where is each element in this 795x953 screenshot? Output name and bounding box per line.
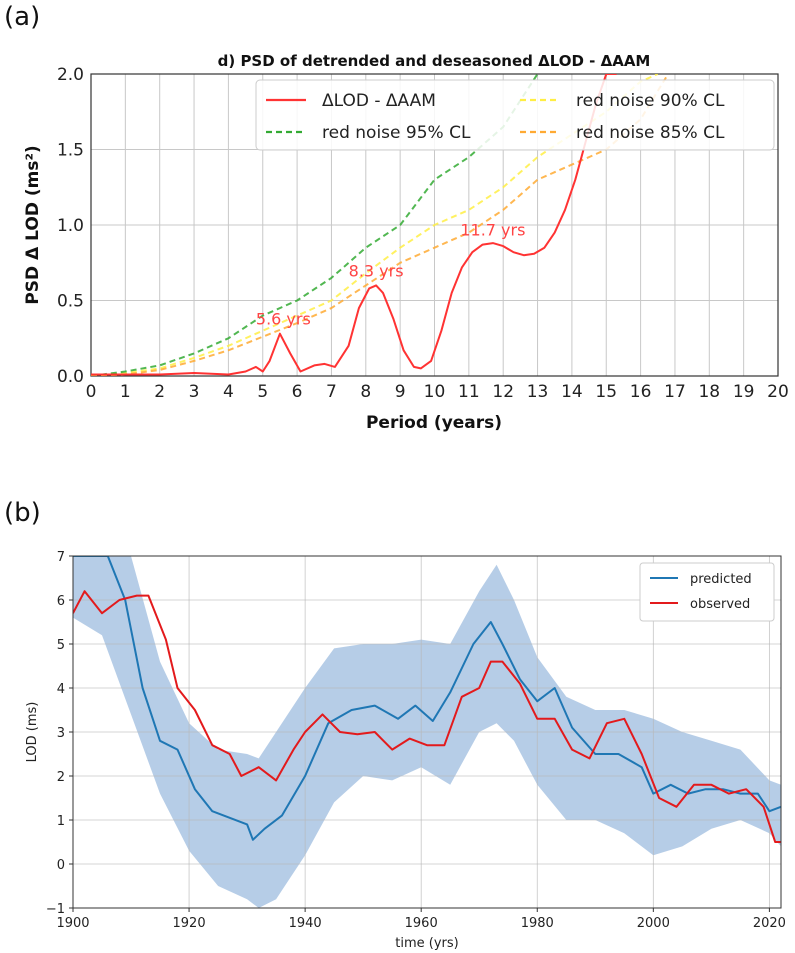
x-tick-label: 1 — [120, 382, 131, 402]
psd-chart: 0 1 2 3 4 5 6 7 8 9 10 11 12 13 14 15 16 17 18 19 20 0.00.51… — [23, 52, 789, 433]
psd-plot-frame — [90, 73, 779, 377]
x-tick-label: 1940 — [289, 916, 322, 931]
x-tick-label: 1980 — [521, 916, 554, 931]
x-tick-label: 17 — [664, 382, 686, 402]
series-line-3 — [91, 74, 669, 376]
y-tick-label: 1.5 — [57, 141, 84, 161]
x-tick-label: 1920 — [173, 916, 206, 931]
x-tick-label: 19 — [733, 382, 755, 402]
x-tick-label: 0 — [86, 382, 97, 402]
x-tick-label: 8 — [360, 382, 371, 402]
y-tick-label: 0.5 — [57, 292, 84, 312]
y-tick-label: 0 — [57, 858, 65, 873]
x-tick-label: 3 — [189, 382, 200, 402]
psd-series-group — [91, 74, 669, 376]
x-tick-label: 10 — [424, 382, 446, 402]
series-line-predicted — [73, 556, 781, 841]
panel-label-b: (b) — [4, 498, 41, 528]
lod-y-axis-label: LOD (ms) — [25, 702, 40, 763]
period-annotation: 5.6 yrs — [256, 310, 311, 329]
y-tick-label: 0.0 — [57, 367, 84, 387]
y-tick-label: 4 — [57, 682, 65, 697]
psd-legend: ΔLOD - ΔAAM red noise 90% CL red noise 95%… — [255, 79, 775, 151]
x-tick-label: 20 — [767, 382, 789, 402]
y-tick-label: 6 — [57, 594, 65, 609]
legend-label: ΔLOD - ΔAAM — [322, 91, 436, 111]
period-annotation: 11.7 yrs — [460, 221, 525, 240]
x-tick-label: 6 — [292, 382, 303, 402]
x-tick-label: 2 — [154, 382, 165, 402]
series-line-observed — [73, 590, 781, 843]
lod-series-group — [73, 556, 781, 843]
y-tick-label: 7 — [57, 550, 65, 565]
y-tick-label: 2 — [57, 770, 65, 785]
series-line-0 — [91, 74, 617, 376]
period-annotation: 8.3 yrs — [349, 261, 404, 280]
lod-legend: predicted observed — [639, 562, 775, 622]
x-tick-label: 4 — [223, 382, 234, 402]
series-line-2 — [91, 74, 539, 376]
x-tick-label: 12 — [492, 382, 514, 402]
x-tick-label: 11 — [458, 382, 480, 402]
legend-label: red noise 85% CL — [576, 123, 725, 143]
y-tick-label: 5 — [57, 638, 65, 653]
x-tick-label: 9 — [395, 382, 406, 402]
x-tick-label: 18 — [698, 382, 720, 402]
y-tick-label: 3 — [57, 726, 65, 741]
series-line-1 — [91, 74, 659, 376]
y-tick-label: 1.0 — [57, 216, 84, 236]
y-tick-label: 2.0 — [57, 65, 84, 85]
x-tick-label: 2000 — [637, 916, 670, 931]
x-tick-label: 16 — [630, 382, 652, 402]
legend-label: predicted — [690, 572, 752, 587]
lod-x-axis-label: time (yrs) — [395, 936, 458, 951]
panel-label-a: (a) — [4, 2, 41, 32]
y-tick-label: 1 — [57, 814, 65, 829]
x-tick-label: 2020 — [753, 916, 786, 931]
x-tick-label: 5 — [257, 382, 268, 402]
x-tick-label: 15 — [595, 382, 617, 402]
x-tick-label: 13 — [527, 382, 549, 402]
x-tick-label: 7 — [326, 382, 337, 402]
x-tick-label: 14 — [561, 382, 583, 402]
legend-label: observed — [690, 597, 750, 612]
y-tick-label: −1 — [46, 902, 65, 917]
legend-label: red noise 95% CL — [322, 123, 471, 143]
x-tick-label: 1960 — [405, 916, 438, 931]
legend-label: red noise 90% CL — [576, 91, 725, 111]
psd-y-axis-label: PSD Δ LOD (ms²) — [23, 145, 43, 304]
psd-x-axis-label: Period (years) — [366, 413, 502, 433]
psd-title: d) PSD of detrended and deseasoned ΔLOD … — [218, 52, 651, 70]
x-tick-label: 1900 — [56, 916, 89, 931]
